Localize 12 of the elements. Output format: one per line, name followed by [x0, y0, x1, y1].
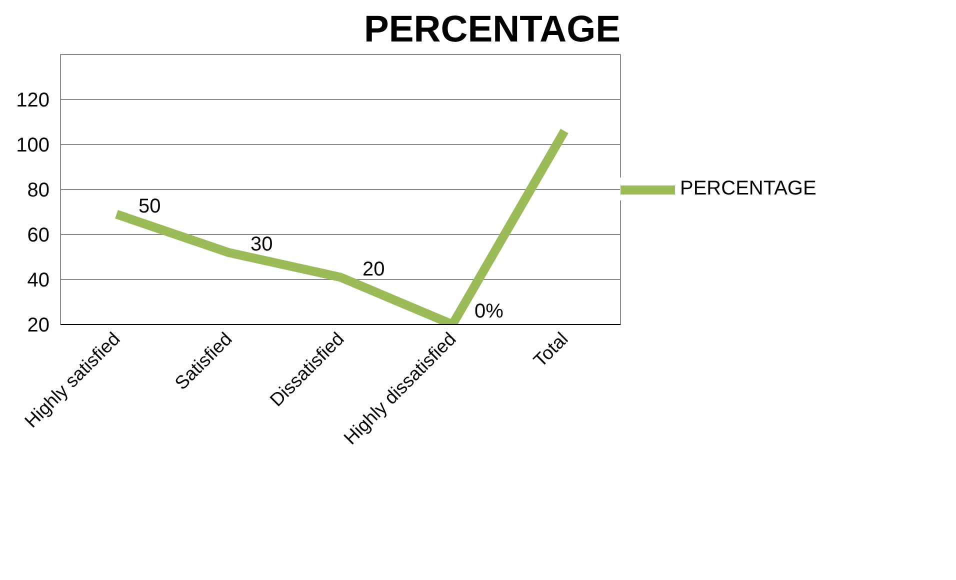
annotation: 0%: [474, 300, 504, 322]
y-tick-label: 80: [27, 180, 50, 202]
legend-label: PERCENTAGE: [680, 178, 816, 200]
y-tick-label: 20: [27, 314, 50, 336]
y-tick-label: 120: [16, 90, 50, 112]
y-tick-label: 100: [16, 134, 50, 156]
y-tick-label: 60: [27, 224, 50, 246]
y-tick-label: 40: [27, 270, 50, 292]
annotation: 20: [362, 258, 385, 280]
chart-title: PERCENTAGE: [364, 8, 621, 50]
annotation: 30: [250, 234, 273, 256]
annotation: 50: [138, 195, 161, 218]
